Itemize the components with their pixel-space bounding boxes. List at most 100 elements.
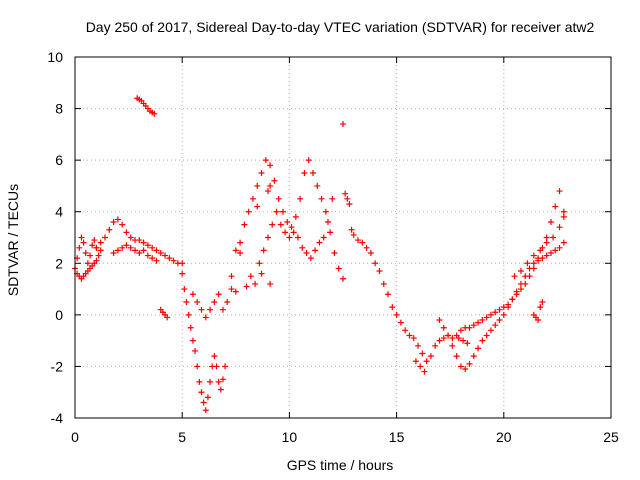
y-tick-label: 8: [55, 101, 63, 117]
data-point: [479, 317, 486, 324]
data-point: [215, 378, 222, 385]
data-point: [487, 327, 494, 334]
data-point: [119, 221, 126, 228]
y-tick-label: -4: [51, 410, 64, 426]
data-point: [312, 247, 319, 254]
data-point: [419, 350, 426, 357]
data-point: [219, 306, 226, 313]
data-point: [543, 252, 550, 259]
data-point: [222, 363, 229, 370]
data-point: [106, 226, 113, 233]
data-point: [76, 244, 83, 251]
data-point: [415, 342, 422, 349]
data-point: [436, 337, 443, 344]
data-point: [539, 298, 546, 305]
data-point: [376, 268, 383, 275]
data-point: [342, 190, 349, 197]
data-point: [455, 335, 462, 342]
data-point: [84, 260, 91, 267]
data-point: [445, 332, 452, 339]
data-point: [187, 324, 194, 331]
data-point: [535, 317, 542, 324]
data-point: [93, 257, 100, 264]
data-point: [385, 291, 392, 298]
x-tick-label: 25: [603, 429, 619, 445]
data-point: [247, 273, 254, 280]
data-point: [264, 234, 271, 241]
data-point: [350, 231, 357, 238]
data-point: [237, 249, 244, 256]
data-point: [273, 208, 280, 215]
data-point: [241, 221, 248, 228]
data-point: [254, 182, 261, 189]
x-tick-label: 0: [71, 429, 79, 445]
data-point: [309, 170, 316, 177]
data-point: [194, 298, 201, 305]
data-point: [136, 237, 143, 244]
data-point: [440, 324, 447, 331]
data-point: [406, 332, 413, 339]
data-point: [110, 219, 117, 226]
data-point: [288, 224, 295, 231]
data-point: [181, 286, 188, 293]
data-point: [524, 260, 531, 267]
data-point: [127, 234, 134, 241]
data-point: [389, 304, 396, 311]
data-point: [367, 249, 374, 256]
data-point: [183, 298, 190, 305]
data-point: [543, 234, 550, 241]
data-point: [170, 257, 177, 264]
y-tick-label: 4: [55, 204, 63, 220]
data-point: [258, 170, 265, 177]
data-point: [228, 273, 235, 280]
data-point: [153, 247, 160, 254]
data-point: [355, 237, 362, 244]
data-point: [363, 244, 370, 251]
data-point: [530, 260, 537, 267]
data-point: [164, 314, 171, 321]
data-point: [483, 332, 490, 339]
data-point: [78, 234, 85, 241]
data-point: [453, 353, 460, 360]
data-point: [560, 239, 567, 246]
data-point: [232, 247, 239, 254]
data-point: [89, 242, 96, 249]
data-point: [162, 252, 169, 259]
data-point: [303, 249, 310, 256]
data-point: [123, 229, 130, 236]
data-point: [267, 280, 274, 287]
data-point: [249, 195, 256, 202]
data-point: [543, 239, 550, 246]
x-axis-label: GPS time / hours: [287, 457, 394, 473]
data-point: [114, 216, 121, 223]
data-point: [140, 239, 147, 246]
data-point: [432, 342, 439, 349]
data-point: [492, 322, 499, 329]
data-points: [72, 95, 567, 414]
data-point: [475, 319, 482, 326]
data-point: [282, 229, 289, 236]
data-point: [397, 319, 404, 326]
data-point: [505, 304, 512, 311]
data-point: [80, 239, 87, 246]
data-point: [228, 286, 235, 293]
data-point: [189, 337, 196, 344]
data-point: [496, 306, 503, 313]
data-point: [213, 363, 220, 370]
data-point: [556, 188, 563, 195]
data-point: [464, 340, 471, 347]
data-point: [127, 244, 134, 251]
data-point: [87, 252, 94, 259]
axis-ticks: 0 5 10 15 20 25 -4 -2 0 2 4 6 8 10: [47, 49, 619, 445]
data-point: [194, 363, 201, 370]
data-point: [260, 247, 267, 254]
data-point: [487, 311, 494, 318]
data-point: [552, 203, 559, 210]
data-point: [550, 234, 557, 241]
data-point: [324, 219, 331, 226]
data-point: [97, 247, 104, 254]
data-point: [217, 386, 224, 393]
data-point: [204, 394, 211, 401]
data-point: [460, 337, 467, 344]
